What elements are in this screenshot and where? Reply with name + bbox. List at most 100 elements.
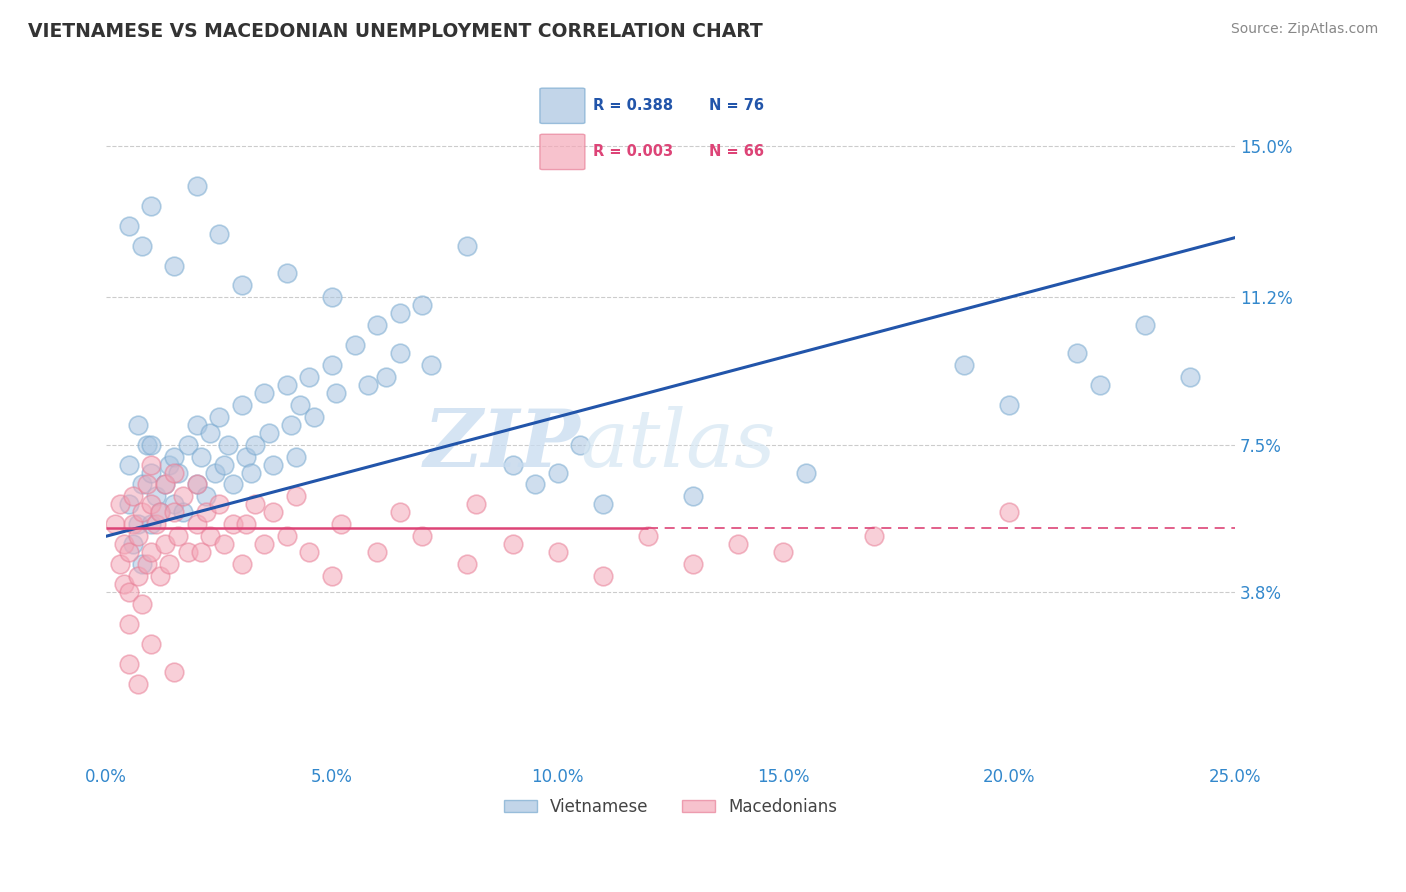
Point bbox=[194, 505, 217, 519]
Point bbox=[153, 477, 176, 491]
Point bbox=[411, 298, 433, 312]
Point bbox=[208, 409, 231, 424]
Point bbox=[190, 450, 212, 464]
Point bbox=[366, 318, 388, 333]
Point bbox=[186, 477, 208, 491]
Point bbox=[145, 517, 167, 532]
Point bbox=[159, 458, 181, 472]
Point bbox=[465, 497, 488, 511]
Point bbox=[186, 417, 208, 432]
Point bbox=[141, 466, 163, 480]
Point bbox=[592, 497, 614, 511]
Point bbox=[127, 417, 149, 432]
Point bbox=[141, 517, 163, 532]
Point bbox=[131, 505, 153, 519]
Point bbox=[321, 358, 343, 372]
Point bbox=[163, 259, 186, 273]
Point bbox=[159, 557, 181, 571]
Point bbox=[253, 537, 276, 551]
Point bbox=[388, 505, 411, 519]
Point bbox=[163, 665, 186, 679]
Point bbox=[104, 517, 127, 532]
Point bbox=[217, 437, 239, 451]
Point bbox=[231, 398, 253, 412]
Point bbox=[118, 458, 141, 472]
Point bbox=[118, 585, 141, 599]
Point bbox=[194, 490, 217, 504]
Point bbox=[235, 517, 257, 532]
Point bbox=[212, 458, 235, 472]
Point bbox=[127, 529, 149, 543]
Point bbox=[366, 545, 388, 559]
Point bbox=[262, 505, 284, 519]
Text: R = 0.003: R = 0.003 bbox=[593, 145, 673, 160]
Point bbox=[239, 466, 262, 480]
Point bbox=[569, 437, 592, 451]
Point bbox=[257, 425, 280, 440]
Point bbox=[502, 458, 524, 472]
Point bbox=[172, 505, 194, 519]
Point bbox=[118, 219, 141, 233]
Point bbox=[127, 569, 149, 583]
Point bbox=[357, 378, 380, 392]
Point bbox=[135, 437, 157, 451]
Point bbox=[388, 346, 411, 360]
Point bbox=[131, 597, 153, 611]
Point bbox=[149, 505, 172, 519]
Point bbox=[284, 490, 307, 504]
Point bbox=[253, 385, 276, 400]
Point bbox=[290, 398, 312, 412]
Point bbox=[118, 657, 141, 671]
Point bbox=[190, 545, 212, 559]
Point bbox=[388, 306, 411, 320]
Point bbox=[163, 450, 186, 464]
Point bbox=[176, 545, 198, 559]
Point bbox=[135, 477, 157, 491]
Point bbox=[502, 537, 524, 551]
Point bbox=[208, 227, 231, 241]
Point bbox=[131, 557, 153, 571]
Point bbox=[420, 358, 443, 372]
Text: R = 0.388: R = 0.388 bbox=[593, 98, 673, 113]
Point bbox=[235, 450, 257, 464]
Point bbox=[682, 557, 704, 571]
Point bbox=[953, 358, 976, 372]
Point bbox=[186, 477, 208, 491]
Point bbox=[131, 238, 153, 252]
Point bbox=[135, 557, 157, 571]
Point bbox=[284, 450, 307, 464]
Point bbox=[118, 497, 141, 511]
Point bbox=[245, 437, 267, 451]
Point bbox=[298, 370, 321, 384]
Point bbox=[141, 458, 163, 472]
Point bbox=[149, 569, 172, 583]
Point bbox=[204, 466, 226, 480]
Point bbox=[524, 477, 547, 491]
Point bbox=[302, 409, 325, 424]
Point bbox=[167, 529, 190, 543]
Point bbox=[127, 676, 149, 690]
Point bbox=[141, 545, 163, 559]
Point bbox=[141, 637, 163, 651]
Point bbox=[172, 490, 194, 504]
Point bbox=[122, 537, 145, 551]
Point bbox=[186, 178, 208, 193]
Point bbox=[127, 517, 149, 532]
Text: Source: ZipAtlas.com: Source: ZipAtlas.com bbox=[1230, 22, 1378, 37]
Point bbox=[1178, 370, 1201, 384]
Point bbox=[280, 417, 302, 432]
Point bbox=[1088, 378, 1111, 392]
Point bbox=[794, 466, 817, 480]
Point bbox=[108, 557, 131, 571]
Point bbox=[163, 505, 186, 519]
Point bbox=[375, 370, 398, 384]
Point bbox=[998, 398, 1021, 412]
Point bbox=[772, 545, 794, 559]
Point bbox=[122, 517, 145, 532]
Point bbox=[212, 537, 235, 551]
Point bbox=[186, 517, 208, 532]
Point bbox=[330, 517, 353, 532]
Point bbox=[343, 338, 366, 352]
Point bbox=[112, 577, 135, 591]
Point bbox=[547, 466, 569, 480]
